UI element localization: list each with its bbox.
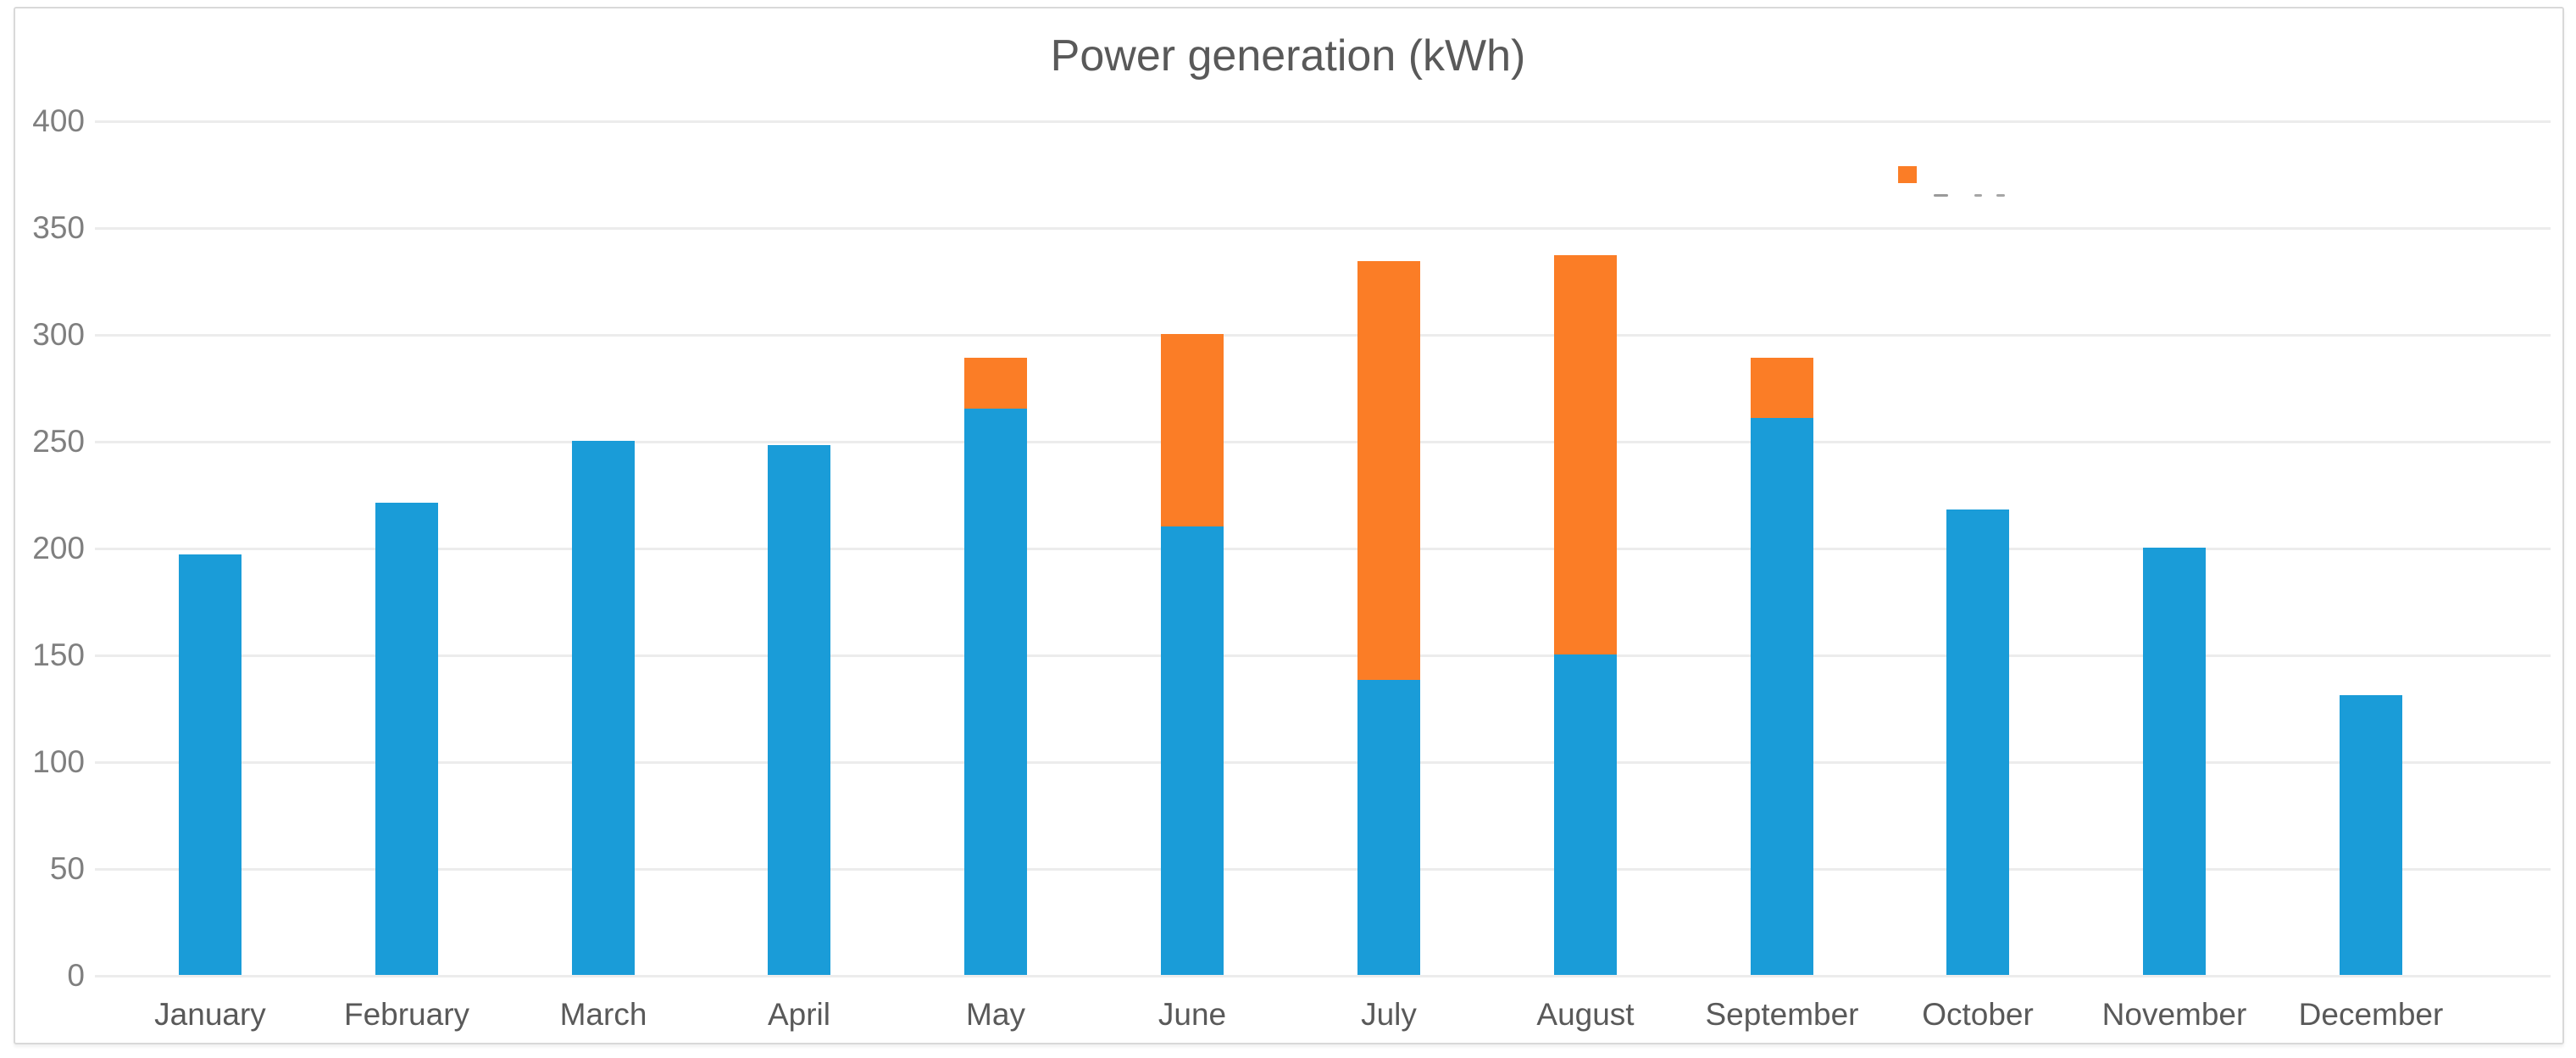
gridline-50 [95,868,2551,871]
chart-frame-border [14,7,2564,1044]
x-axis-label-october: October [1922,997,2034,1032]
bar-segment-october-blue [1946,510,2009,975]
y-tick-label-150: 150 [32,638,85,672]
x-axis-label-august: August [1536,997,1635,1032]
gridline-300 [95,334,2551,337]
bar-segment-september-blue [1751,417,1813,975]
legend-label-clipped-fragment [1996,194,2005,197]
x-axis-label-april: April [767,997,831,1032]
x-axis-label-january: January [154,997,266,1032]
bar-segment-june-orange [1161,334,1224,526]
legend-label-clipped-fragment [1974,194,1982,197]
chart-title: Power generation (kWh) [1050,31,1526,81]
bar-segment-august-orange [1554,255,1617,654]
x-axis-label-july: July [1361,997,1417,1032]
gridline-350 [95,227,2551,230]
x-axis-label-december: December [2298,997,2444,1032]
bar-segment-december-blue [2340,695,2402,975]
gridline-200 [95,548,2551,550]
bar-segment-september-orange [1751,358,1813,418]
gridline-100 [95,761,2551,764]
bar-segment-july-blue [1357,680,1420,975]
bar-segment-january-blue [179,554,242,975]
x-axis-label-march: March [559,997,647,1032]
x-axis-label-november: November [2101,997,2247,1032]
legend-swatch-orange [1898,166,1917,183]
y-tick-label-0: 0 [67,958,85,993]
y-tick-label-300: 300 [32,317,85,352]
bar-segment-august-blue [1554,654,1617,975]
gridline-150 [95,654,2551,657]
bar-segment-may-blue [964,409,1027,975]
bar-segment-july-orange [1357,261,1420,680]
gridline-250 [95,441,2551,443]
gridline-0 [95,975,2551,977]
x-axis-label-september: September [1705,997,1859,1032]
y-tick-label-200: 200 [32,531,85,565]
x-axis-label-february: February [343,997,470,1032]
bar-segment-may-orange [964,358,1027,409]
y-tick-label-400: 400 [32,103,85,138]
bar-segment-march-blue [572,441,635,975]
y-tick-label-350: 350 [32,210,85,245]
y-tick-label-50: 50 [49,851,85,886]
x-axis-label-june: June [1158,997,1227,1032]
bar-segment-february-blue [375,503,438,975]
legend-label-clipped-fragment [1934,194,1948,197]
x-axis-label-may: May [966,997,1025,1032]
y-tick-label-250: 250 [32,424,85,459]
bar-segment-april-blue [768,445,830,975]
bar-segment-june-blue [1161,526,1224,975]
y-tick-label-100: 100 [32,744,85,779]
gridline-400 [95,120,2551,123]
bar-segment-november-blue [2143,548,2206,975]
